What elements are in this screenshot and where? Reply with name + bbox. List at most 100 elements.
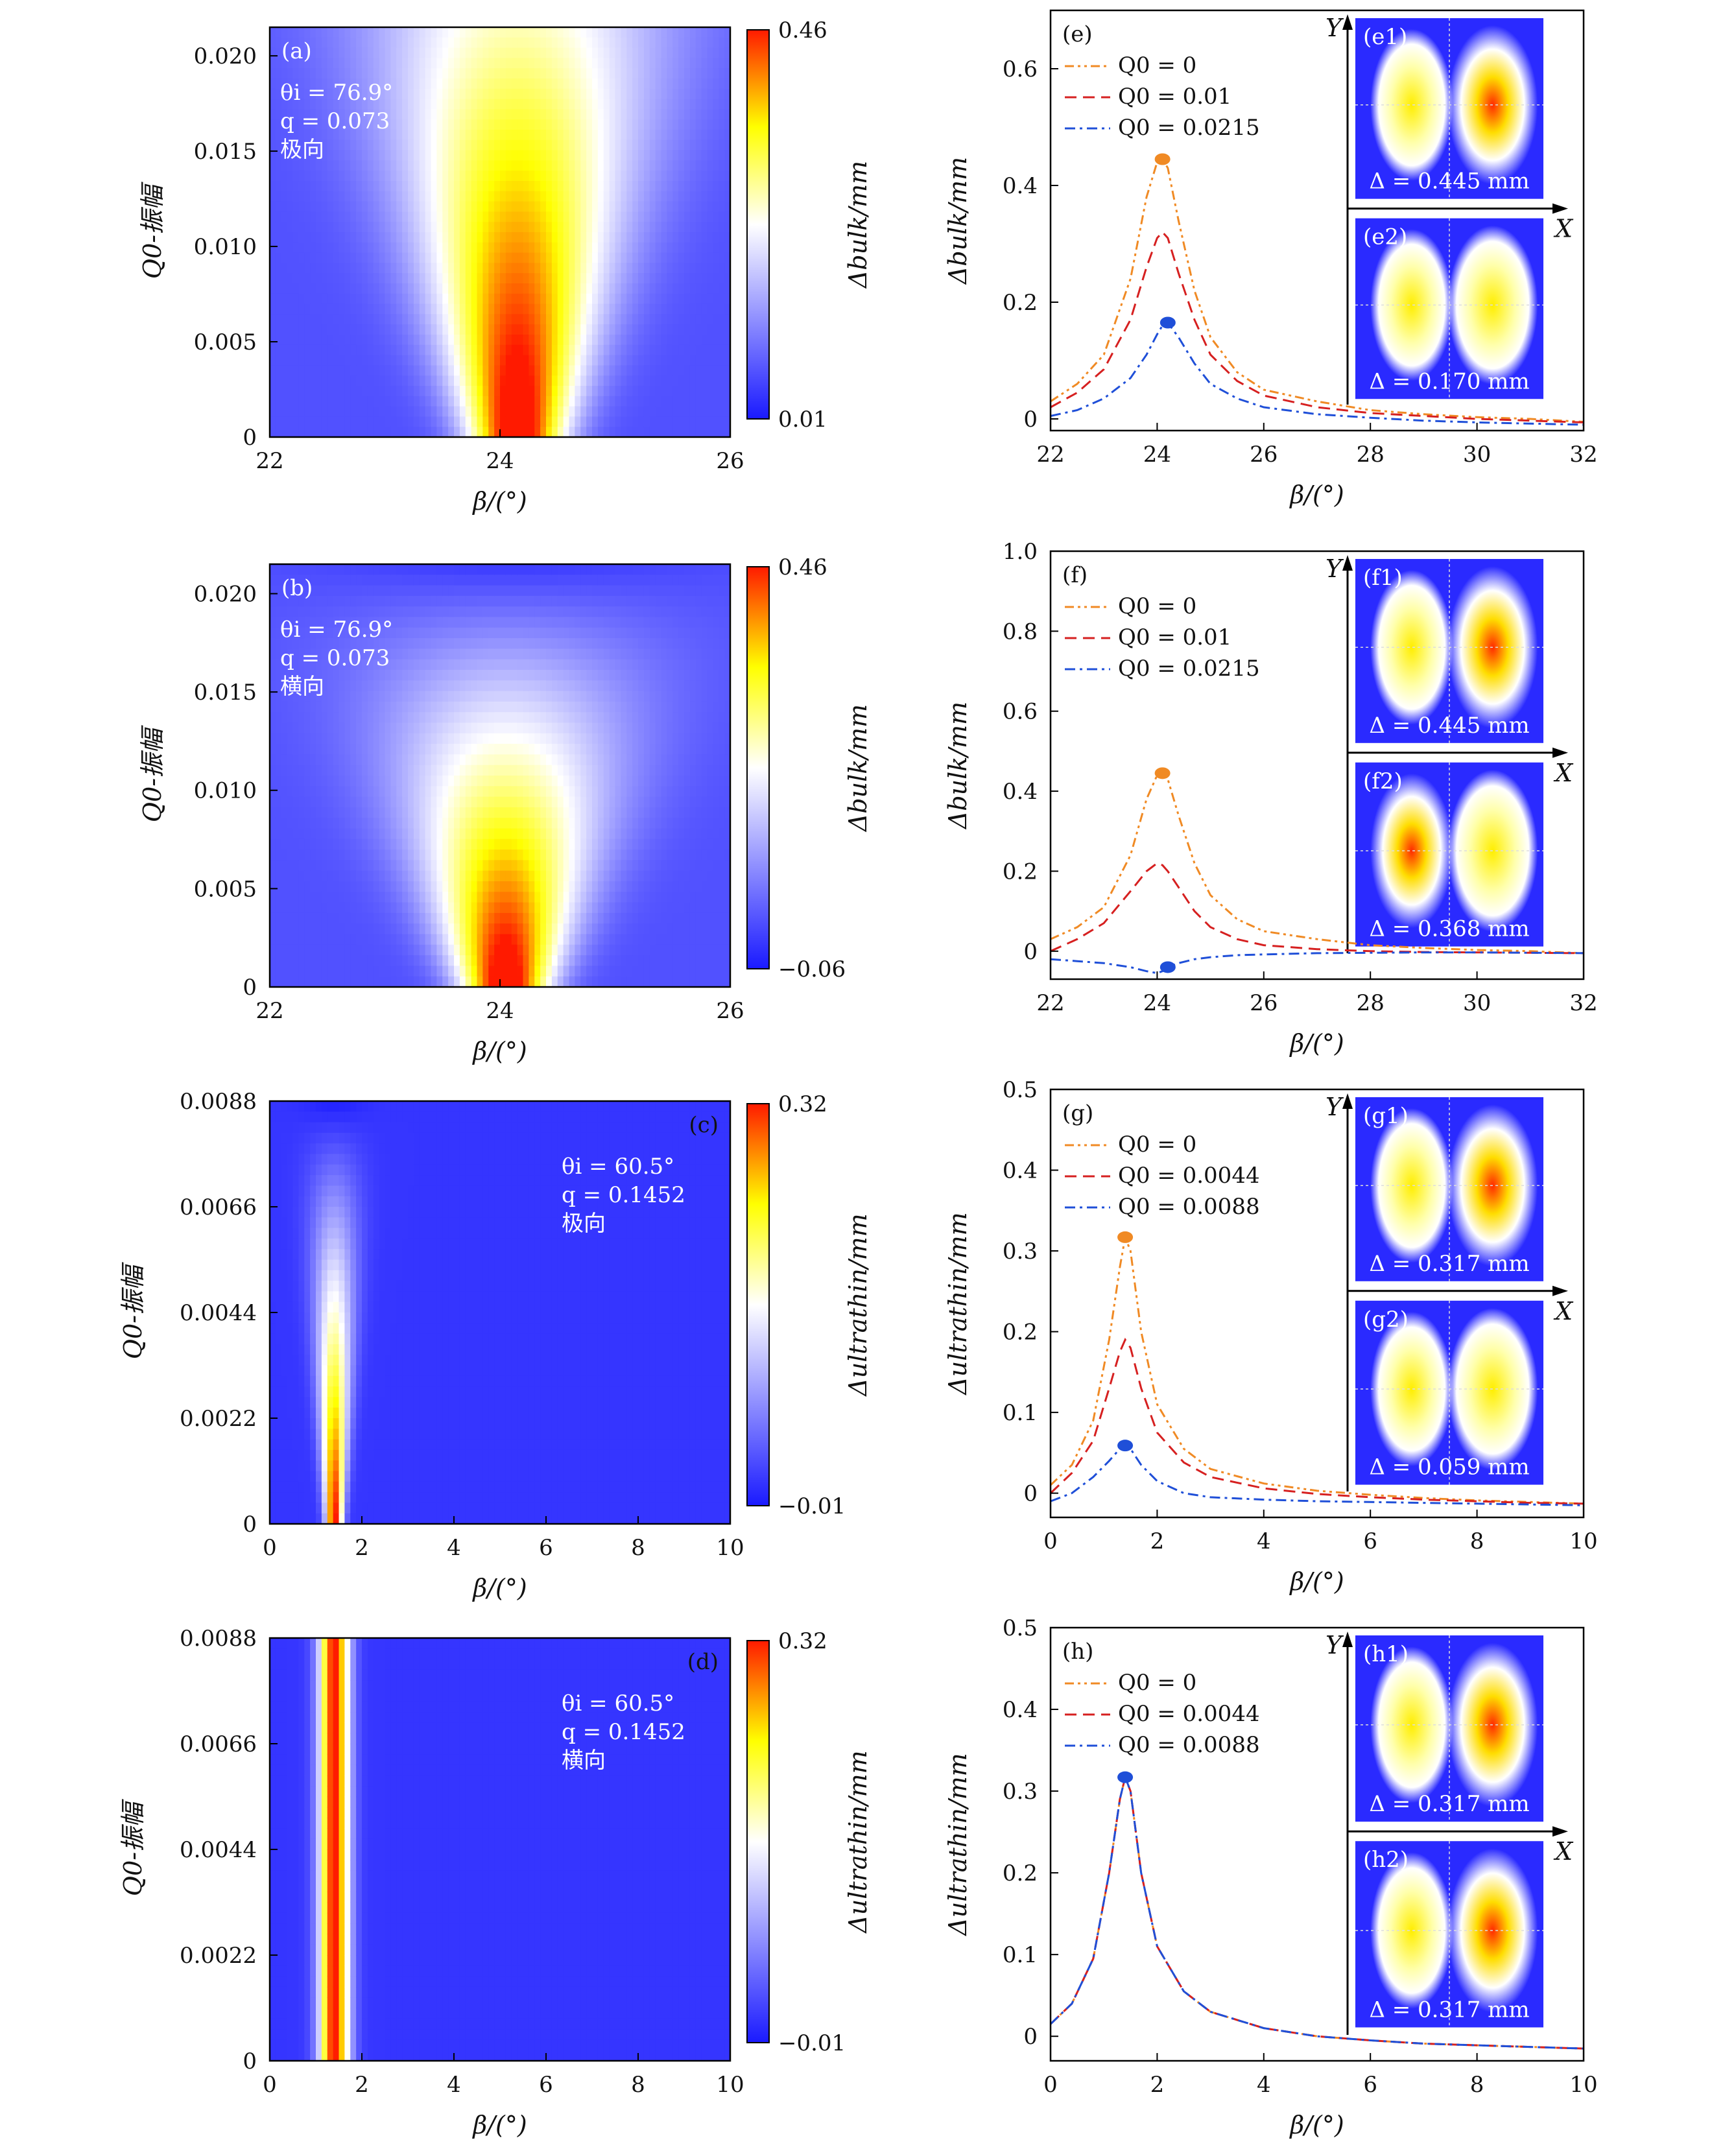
heatmap-cell (626, 375, 633, 386)
heatmap-cell (632, 171, 639, 182)
heatmap-cell (719, 416, 725, 427)
heatmap-cell (373, 934, 380, 945)
heatmap-cell (396, 252, 403, 263)
heatmap-cell (292, 355, 299, 366)
heatmap-cell (632, 396, 639, 407)
heatmap-cell (540, 171, 547, 182)
heatmap-cell (350, 130, 357, 141)
heatmap-cell (408, 78, 414, 89)
heatmap-cell (281, 78, 288, 89)
heatmap-cell (321, 659, 328, 671)
heatmap-cell (500, 211, 506, 222)
heatmap-cell (488, 386, 495, 397)
heatmap-cell (638, 293, 645, 305)
heatmap-cell (724, 88, 731, 100)
heatmap-cell (724, 47, 731, 58)
heatmap-cell (689, 335, 696, 346)
heatmap-cell (477, 765, 483, 776)
heatmap-cell (304, 283, 311, 294)
heatmap-cell (482, 263, 489, 274)
heatmap-cell (494, 119, 501, 130)
heatmap-cell (465, 211, 472, 222)
heatmap-cell (500, 701, 506, 713)
heatmap-cell (321, 355, 328, 366)
heatmap-cell (649, 355, 656, 366)
heatmap-cell (442, 303, 449, 315)
heatmap-cell (551, 314, 558, 325)
heatmap-cell (488, 691, 495, 702)
heatmap-cell (448, 88, 455, 100)
heatmap-cell (425, 130, 432, 141)
heatmap-cell (333, 976, 340, 988)
heatmap-cell (454, 617, 460, 628)
heatmap-cell (385, 181, 391, 192)
heatmap-cell (517, 976, 524, 988)
heatmap-cell (344, 585, 351, 597)
heatmap-cell (459, 27, 466, 38)
heatmap-cell (390, 109, 397, 120)
heatmap-cell (724, 201, 731, 212)
heatmap-cell (431, 119, 437, 130)
heatmap-cell (511, 37, 518, 49)
heatmap-cell (529, 303, 535, 315)
heatmap-cell (367, 386, 374, 397)
heatmap-cell (454, 242, 460, 254)
heatmap-cell (367, 648, 374, 660)
heatmap-cell (511, 659, 518, 671)
heatmap-cell (350, 88, 357, 100)
heatmap-cell (465, 365, 472, 376)
heatmap-cell (626, 283, 633, 294)
heatmap-cell (396, 416, 403, 427)
heatmap-cell (304, 849, 311, 861)
heatmap-cell (459, 355, 466, 366)
heatmap-cell (281, 670, 288, 681)
heatmap-cell (287, 733, 294, 744)
heatmap-cell (333, 944, 340, 956)
heatmap-cell (385, 691, 391, 702)
heatmap-cell (396, 375, 403, 386)
heatmap-cell (713, 201, 719, 212)
heatmap-cell (517, 47, 524, 58)
heatmap-cell (310, 659, 316, 671)
heatmap-cell (523, 139, 529, 151)
heatmap-cell (436, 283, 443, 294)
heatmap-cell (362, 944, 368, 956)
heatmap-cell (287, 344, 294, 356)
heatmap-cell (327, 201, 334, 212)
heatmap-cell (482, 344, 489, 356)
heatmap-cell (413, 160, 420, 171)
heatmap-cell (477, 966, 483, 977)
heatmap-cell (270, 211, 276, 222)
heatmap-cell (655, 324, 662, 335)
heatmap-cell (287, 314, 294, 325)
heatmap-cell (643, 109, 650, 120)
heatmap-cell (270, 406, 276, 417)
heatmap-cell (465, 427, 472, 438)
heatmap-cell (316, 617, 322, 628)
heatmap-cell (436, 786, 443, 798)
heatmap-cell (448, 712, 455, 724)
heatmap-cell (471, 181, 478, 192)
heatmap-cell (362, 595, 368, 607)
heatmap-cell (310, 564, 316, 575)
heatmap-cell (292, 273, 299, 284)
heatmap-cell (287, 335, 294, 346)
heatmap-cell (494, 130, 501, 141)
heatmap-cell (649, 150, 656, 161)
heatmap-cell (390, 638, 397, 649)
heatmap-cell (344, 160, 351, 171)
heatmap-panel-b: 22 24 2600.0050.0100.0150.020β/(°)Q0-振幅(b)… (138, 554, 872, 1065)
heatmap-cell (356, 744, 363, 755)
heatmap-cell (304, 386, 311, 397)
heatmap-cell (661, 130, 667, 141)
heatmap-cell (333, 564, 340, 575)
heatmap-cell (373, 406, 380, 417)
heatmap-cell (523, 585, 529, 597)
heatmap-cell (344, 191, 351, 202)
heatmap-cell (316, 416, 322, 427)
heatmap-cell (350, 892, 357, 903)
heatmap-cell (316, 396, 322, 407)
heatmap-cell (304, 99, 311, 110)
heatmap-cell (402, 222, 409, 233)
heatmap-cell (321, 838, 328, 850)
